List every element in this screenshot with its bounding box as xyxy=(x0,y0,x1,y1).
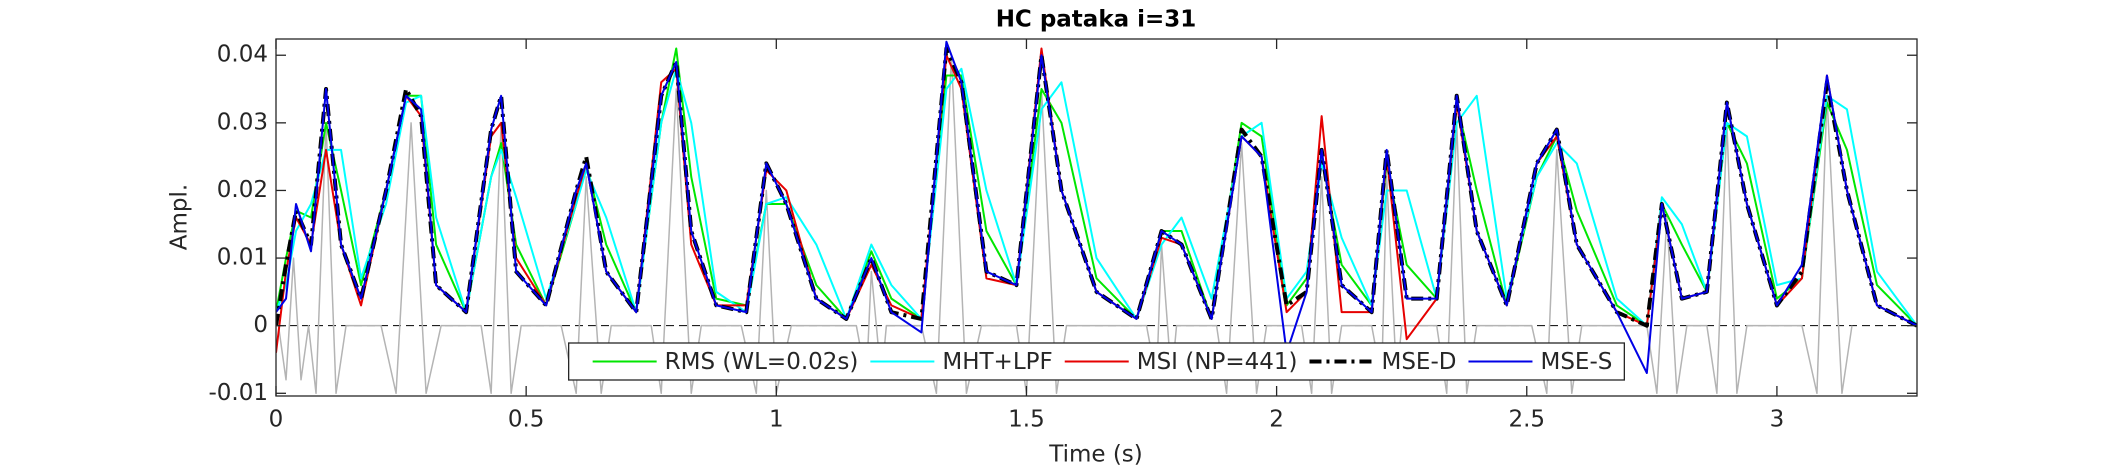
x-tick-label: 1 xyxy=(769,407,784,433)
x-tick-label: 1.5 xyxy=(1008,407,1045,433)
x-tick-label: 0.5 xyxy=(508,407,545,433)
chart-title: HC pataka i=31 xyxy=(996,7,1197,33)
x-tick-label: 0 xyxy=(269,407,284,433)
legend: RMS (WL=0.02s) MHT+LPF MSI (NP=441) MSE-D MS… xyxy=(568,342,1625,381)
legend-label: MSE-D xyxy=(1381,349,1456,375)
x-tick-label: 3 xyxy=(1770,407,1785,433)
series-line xyxy=(276,40,1917,375)
y-tick-label: 0.01 xyxy=(217,245,268,271)
plot-area xyxy=(276,39,1917,396)
x-axis-label: Time (s) xyxy=(1048,442,1143,468)
y-tick-label: 0.02 xyxy=(217,177,268,203)
axes-box xyxy=(275,38,1918,397)
plot-layer xyxy=(276,40,1917,395)
x-tick-label: 2.5 xyxy=(1508,407,1545,433)
legend-label: MHT+LPF xyxy=(942,349,1052,375)
y-tick-label: 0.04 xyxy=(217,42,268,68)
series-line xyxy=(276,67,1917,327)
y-tick-label: 0.03 xyxy=(217,109,268,135)
legend-label: MSE-S xyxy=(1540,349,1612,375)
legend-label: RMS (WL=0.02s) xyxy=(665,349,859,375)
y-tick-label: 0 xyxy=(253,312,268,338)
y-tick-label: -0.01 xyxy=(208,380,268,406)
legend-label: MSI (NP=441) xyxy=(1137,349,1298,375)
y-axis-label: Ampl. xyxy=(167,184,193,250)
x-tick-label: 2 xyxy=(1269,407,1284,433)
